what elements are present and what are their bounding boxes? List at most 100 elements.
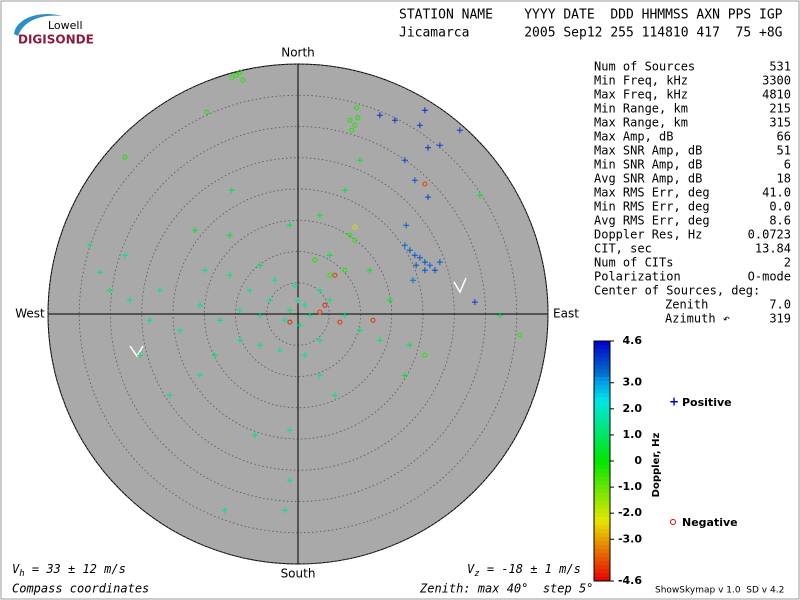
source-negative	[355, 115, 361, 121]
source-positive	[331, 392, 338, 399]
stat-label: Min Range, km	[594, 102, 688, 116]
colorbar-cell	[594, 457, 610, 462]
colorbar-cell	[594, 517, 610, 522]
source-positive	[456, 127, 463, 134]
source-negative	[233, 72, 239, 78]
colorbar-tick-label: -2.0	[618, 506, 642, 519]
source-positive	[316, 372, 323, 379]
logo-top: Lowell	[48, 19, 83, 32]
source-positive	[246, 287, 253, 294]
source-positive	[413, 262, 420, 269]
colorbar-cell	[594, 549, 610, 554]
legend-negative: Negative	[682, 516, 738, 529]
stat-label: Azimuth ↶	[665, 312, 730, 326]
stat-label: Max RMS Err, deg	[594, 186, 710, 200]
source-positive	[356, 157, 363, 164]
stat-value: 41.0	[762, 186, 791, 200]
source-negative	[352, 122, 358, 128]
colorbar-cell	[594, 409, 610, 414]
legend-negative-symbol	[670, 519, 676, 525]
colorbar-cell	[594, 421, 610, 426]
compass-south: South	[281, 567, 316, 581]
colorbar-tick-label: 4.6	[623, 334, 643, 347]
source-positive	[301, 352, 308, 359]
source-positive	[401, 372, 408, 379]
source-positive	[256, 342, 263, 349]
colorbar-cell	[594, 349, 610, 354]
legend-positive-symbol: +	[669, 395, 679, 409]
colorbar-tick-label: 2.0	[623, 402, 643, 415]
velocity-marker	[129, 345, 144, 358]
source-positive	[431, 267, 438, 274]
colorbar-cell	[594, 569, 610, 574]
source-positive	[126, 297, 133, 304]
source-positive	[421, 259, 428, 266]
source-positive	[386, 297, 393, 304]
colorbar-cell	[594, 377, 610, 382]
source-positive	[326, 297, 333, 304]
stat-label: CIT, sec	[594, 242, 652, 256]
zenith-note: Zenith: max 40° step 5°	[419, 582, 593, 596]
source-negative	[347, 117, 353, 123]
stat-label: Max Amp, dB	[594, 130, 673, 144]
source-positive	[286, 477, 293, 484]
source-positive	[426, 262, 433, 269]
source-positive	[316, 212, 323, 219]
source-negative	[354, 105, 360, 111]
colorbar-label: Doppler, Hz	[651, 433, 662, 498]
colorbar-cell	[594, 453, 610, 458]
source-positive	[403, 222, 410, 229]
source-positive	[436, 259, 443, 266]
source-positive	[411, 177, 418, 184]
source-positive	[216, 317, 223, 324]
stat-label: Num of CITs	[594, 256, 673, 270]
colorbar-cell	[594, 561, 610, 566]
source-negative	[287, 319, 293, 325]
stat-label: Zenith	[665, 298, 708, 312]
logo-swoosh	[14, 14, 62, 36]
colorbar-cell	[594, 385, 610, 390]
source-positive	[286, 307, 293, 314]
colorbar-tick-label: 0	[634, 454, 642, 467]
source-positive	[271, 277, 278, 284]
source-negative	[237, 69, 243, 75]
colorbar-cell	[594, 513, 610, 518]
stat-value: 51	[777, 144, 791, 158]
stat-value: 0.0723	[748, 228, 791, 242]
stat-label: Min RMS Err, deg	[594, 200, 710, 214]
source-positive	[410, 277, 416, 284]
colorbar-cell	[594, 501, 610, 506]
source-positive	[306, 312, 313, 319]
colorbar-tick-label: 1.0	[623, 428, 643, 441]
source-negative	[342, 267, 348, 273]
colorbar-cell	[594, 557, 610, 562]
source-negative	[327, 272, 333, 278]
stat-value: 0.0	[769, 200, 791, 214]
source-negative	[240, 77, 246, 83]
source-positive	[86, 242, 93, 249]
source-positive	[106, 287, 113, 294]
colorbar-cell	[594, 573, 610, 578]
source-positive	[326, 252, 333, 259]
stat-value: 531	[769, 60, 791, 74]
colorbar-cell	[594, 365, 610, 370]
stat-label: Avg SNR Amp, dB	[594, 172, 702, 186]
colorbar-cell	[594, 493, 610, 498]
source-positive	[236, 337, 243, 344]
source-positive	[276, 347, 283, 354]
source-positive	[425, 194, 431, 201]
source-positive	[221, 507, 228, 514]
source-negative	[517, 332, 523, 338]
colorbar-cell	[594, 381, 610, 386]
colorbar-cell	[594, 389, 610, 394]
colorbar-cell	[594, 393, 610, 398]
colorbar-cell	[594, 433, 610, 438]
colorbar-cell	[594, 473, 610, 478]
version: ShowSkymap v 1.0 SD v 4.2	[655, 586, 784, 596]
source-positive	[286, 222, 293, 229]
source-negative	[312, 257, 318, 263]
source-positive	[296, 322, 303, 329]
colorbar-tick-label: 3.0	[623, 376, 643, 389]
source-positive	[226, 272, 233, 279]
colorbar-cell	[594, 533, 610, 538]
